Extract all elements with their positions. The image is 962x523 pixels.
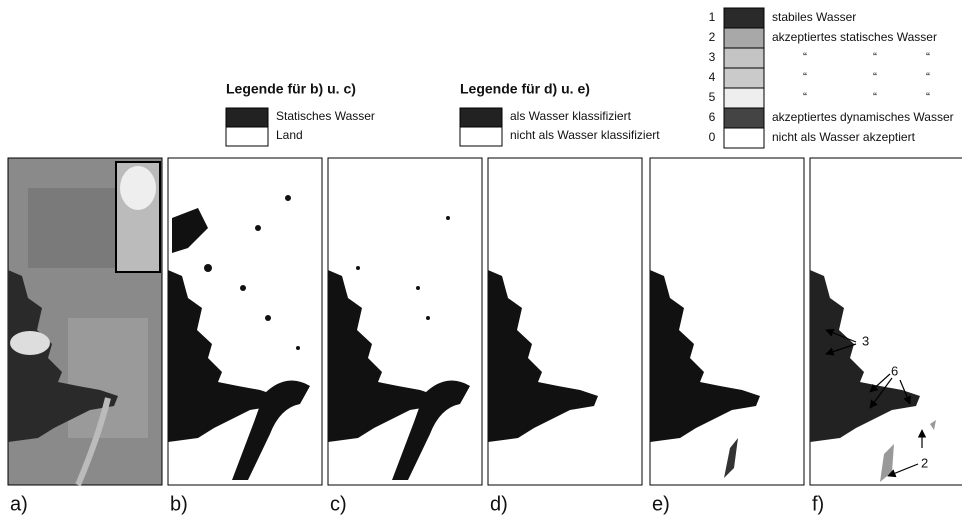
legend-swatch <box>723 7 765 29</box>
ditto-mark: “ <box>873 90 877 104</box>
legend-label: nicht als Wasser klassifiziert <box>510 128 660 142</box>
annotation: 2 <box>921 455 928 470</box>
ditto-mark: “ <box>926 90 930 104</box>
ditto-mark: “ <box>926 50 930 64</box>
legend-code: 1 <box>709 10 716 24</box>
ditto-mark: “ <box>873 50 877 64</box>
panel-labels: a) b) c) d) e) f) <box>10 493 824 515</box>
annotation: 6 <box>891 363 898 378</box>
legend-label: stabiles Wasser <box>772 10 856 24</box>
annotation: 3 <box>862 333 869 348</box>
legend-bc: Legende für b) u. c) Statisches Wasser L… <box>225 81 375 147</box>
ditto-mark: “ <box>926 70 930 84</box>
legend-swatch <box>723 47 765 69</box>
legend-swatch <box>723 107 765 129</box>
ditto-mark: “ <box>873 70 877 84</box>
legend-label: Statisches Wasser <box>276 109 375 123</box>
legend-label: akzeptiertes statisches Wasser <box>772 30 937 44</box>
legend-swatch <box>459 107 503 128</box>
legend-code: 5 <box>709 90 716 104</box>
legend-code: 0 <box>709 130 716 144</box>
panel-label: a) <box>10 493 28 515</box>
panel-d-image <box>487 157 643 486</box>
legend-swatch <box>723 87 765 109</box>
legend-de: Legende für d) u. e) als Wasser klassifi… <box>459 81 660 147</box>
legend-title: Legende für b) u. c) <box>226 81 356 97</box>
legend-swatch <box>723 127 765 149</box>
legend-swatch <box>459 126 503 147</box>
panel-label: e) <box>652 493 670 515</box>
panel-f-image <box>809 157 962 486</box>
legend-swatch <box>225 107 269 128</box>
panel-c-image <box>327 157 483 486</box>
panel-label: c) <box>330 493 347 515</box>
legend-code: 2 <box>709 30 716 44</box>
legend-f: 1 stabiles Wasser 2 akzeptiertes statisches… <box>709 7 954 149</box>
legend-label: nicht als Wasser akzeptiert <box>772 130 916 144</box>
annotations <box>825 328 927 478</box>
panel-a-image <box>7 157 163 487</box>
legend-code: 3 <box>709 50 716 64</box>
ditto-mark: “ <box>803 70 807 84</box>
panel-label: f) <box>812 493 824 515</box>
panel-label: d) <box>490 493 508 515</box>
legend-swatch <box>225 126 269 147</box>
legend-code: 4 <box>709 70 716 84</box>
legend-label: Land <box>276 128 303 142</box>
legend-label: akzeptiertes dynamisches Wasser <box>772 110 954 124</box>
ditto-mark: “ <box>803 90 807 104</box>
legend-swatch <box>723 27 765 49</box>
legend-code: 6 <box>709 110 716 124</box>
panel-label: b) <box>170 493 188 515</box>
panel-b-image <box>167 157 323 486</box>
panel-e-image <box>649 157 805 486</box>
ditto-mark: “ <box>803 50 807 64</box>
legend-title: Legende für d) u. e) <box>460 81 590 97</box>
legend-label: als Wasser klassifiziert <box>510 109 632 123</box>
legend-swatch <box>723 67 765 89</box>
